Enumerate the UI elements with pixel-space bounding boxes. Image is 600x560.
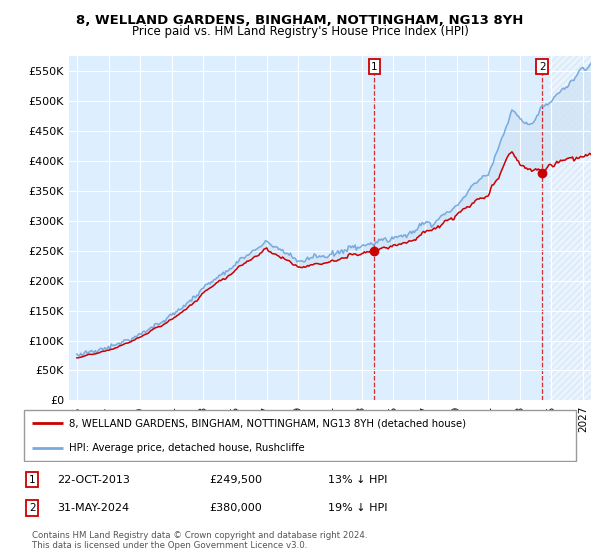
Text: Contains HM Land Registry data © Crown copyright and database right 2024.
This d: Contains HM Land Registry data © Crown c… xyxy=(32,531,368,550)
Text: 8, WELLAND GARDENS, BINGHAM, NOTTINGHAM, NG13 8YH: 8, WELLAND GARDENS, BINGHAM, NOTTINGHAM,… xyxy=(76,14,524,27)
Text: £249,500: £249,500 xyxy=(210,475,263,484)
Text: £380,000: £380,000 xyxy=(210,503,263,513)
Text: 13% ↓ HPI: 13% ↓ HPI xyxy=(328,475,388,484)
Text: 31-MAY-2024: 31-MAY-2024 xyxy=(58,503,130,513)
Text: 1: 1 xyxy=(29,475,35,484)
Text: 2: 2 xyxy=(29,503,35,513)
Text: Price paid vs. HM Land Registry's House Price Index (HPI): Price paid vs. HM Land Registry's House … xyxy=(131,25,469,38)
FancyBboxPatch shape xyxy=(23,410,577,461)
Text: 8, WELLAND GARDENS, BINGHAM, NOTTINGHAM, NG13 8YH (detached house): 8, WELLAND GARDENS, BINGHAM, NOTTINGHAM,… xyxy=(69,418,466,428)
Text: HPI: Average price, detached house, Rushcliffe: HPI: Average price, detached house, Rush… xyxy=(69,442,304,452)
Text: 22-OCT-2013: 22-OCT-2013 xyxy=(58,475,130,484)
Text: 2: 2 xyxy=(539,62,545,72)
Text: 19% ↓ HPI: 19% ↓ HPI xyxy=(328,503,388,513)
Text: 1: 1 xyxy=(371,62,378,72)
